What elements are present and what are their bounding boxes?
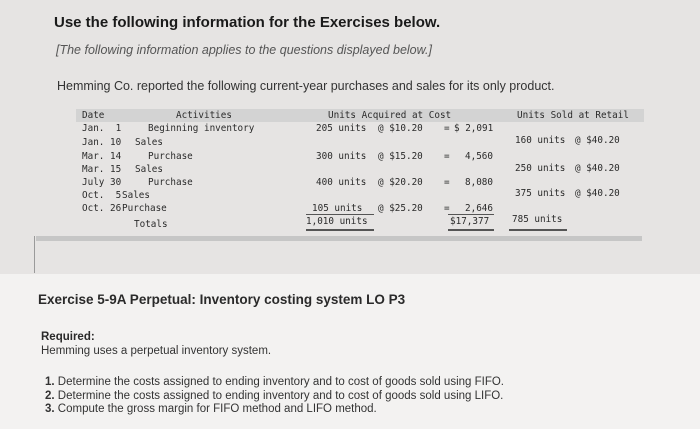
totals-acquired-units: 1,010 units xyxy=(306,216,368,227)
row-activity: Sales xyxy=(135,137,163,148)
row-acquired-cost: @ $10.20 xyxy=(378,123,423,134)
row-acquired-total: $ 2,091 xyxy=(454,123,494,134)
row-activity: Beginning inventory xyxy=(148,123,255,134)
header-activities: Activities xyxy=(176,110,232,121)
question-number: 2. xyxy=(45,390,55,402)
row-acquired-cost: @ $15.20 xyxy=(378,151,423,162)
total-double-rule xyxy=(306,229,374,231)
row-acquired-total: 4,560 xyxy=(465,151,493,162)
question-number: 3. xyxy=(45,403,55,415)
row-activity: Purchase xyxy=(122,203,167,214)
row-acquired-units: 400 units xyxy=(316,177,367,188)
subtotal-rule xyxy=(448,214,494,215)
required-label: Required: xyxy=(41,331,95,343)
row-activity: Purchase xyxy=(148,177,193,188)
question-item: 3. Compute the gross margin for FIFO met… xyxy=(45,403,377,415)
row-date: Mar. 14 xyxy=(82,151,122,162)
header-units-acquired: Units Acquired at Cost xyxy=(328,110,452,121)
instructions-subheading: [The following information applies to th… xyxy=(56,43,432,57)
row-date: Mar. 15 xyxy=(82,164,122,175)
table-bottom-border xyxy=(36,236,642,241)
question-text: Compute the gross margin for FIFO method… xyxy=(57,403,377,415)
row-acquired-total: 2,646 xyxy=(465,203,493,214)
row-acquired-total: 8,080 xyxy=(465,177,493,188)
row-acquired-cost: @ $20.20 xyxy=(378,177,423,188)
total-double-rule xyxy=(509,229,567,231)
total-double-rule xyxy=(448,229,494,231)
table-header-bar xyxy=(76,109,644,122)
totals-label: Totals xyxy=(134,219,168,230)
row-date: July 30 xyxy=(82,177,122,188)
exercise-section xyxy=(0,274,700,429)
row-activity: Purchase xyxy=(148,151,193,162)
header-date: Date xyxy=(82,110,105,121)
inventory-table: Date Activities Units Acquired at Cost U… xyxy=(76,109,644,235)
exercise-title: Exercise 5-9A Perpetual: Inventory costi… xyxy=(38,292,406,307)
row-acquired-units: 105 units xyxy=(312,203,363,214)
instructions-heading: Use the following information for the Ex… xyxy=(54,14,441,31)
row-sold-units: 160 units xyxy=(515,135,566,146)
row-sold-units: 250 units xyxy=(515,163,566,174)
question-text: Determine the costs assigned to ending i… xyxy=(57,376,504,388)
subtotal-rule xyxy=(306,214,374,215)
question-item: 1. Determine the costs assigned to endin… xyxy=(45,376,504,388)
row-sold-units: 375 units xyxy=(515,188,566,199)
totals-sold-units: 785 units xyxy=(512,214,563,225)
question-text: Determine the costs assigned to ending i… xyxy=(57,390,504,402)
row-acquired-units: 300 units xyxy=(316,151,367,162)
header-units-sold: Units Sold at Retail xyxy=(517,110,629,121)
row-equals: = xyxy=(444,123,450,134)
row-equals: = xyxy=(444,151,450,162)
intro-text: Hemming Co. reported the following curre… xyxy=(57,79,555,93)
row-sold-price: @ $40.20 xyxy=(575,135,620,146)
row-activity: Sales xyxy=(122,190,150,201)
row-date: Jan. 1 xyxy=(82,123,122,134)
row-activity: Sales xyxy=(135,164,163,175)
row-acquired-units: 205 units xyxy=(316,123,367,134)
required-text: Hemming uses a perpetual inventory syste… xyxy=(41,345,272,357)
row-date: Jan. 10 xyxy=(82,137,122,148)
row-sold-price: @ $40.20 xyxy=(575,188,620,199)
row-sold-price: @ $40.20 xyxy=(575,163,620,174)
row-date: Oct. 5 xyxy=(82,190,122,201)
totals-acquired-cost: $17,377 xyxy=(450,216,490,227)
question-number: 1. xyxy=(45,376,55,388)
row-acquired-cost: @ $25.20 xyxy=(378,203,423,214)
panel-left-border xyxy=(34,236,35,273)
row-equals: = xyxy=(444,203,450,214)
row-equals: = xyxy=(444,177,450,188)
row-date: Oct. 26 xyxy=(82,203,122,214)
question-item: 2. Determine the costs assigned to endin… xyxy=(45,390,503,402)
